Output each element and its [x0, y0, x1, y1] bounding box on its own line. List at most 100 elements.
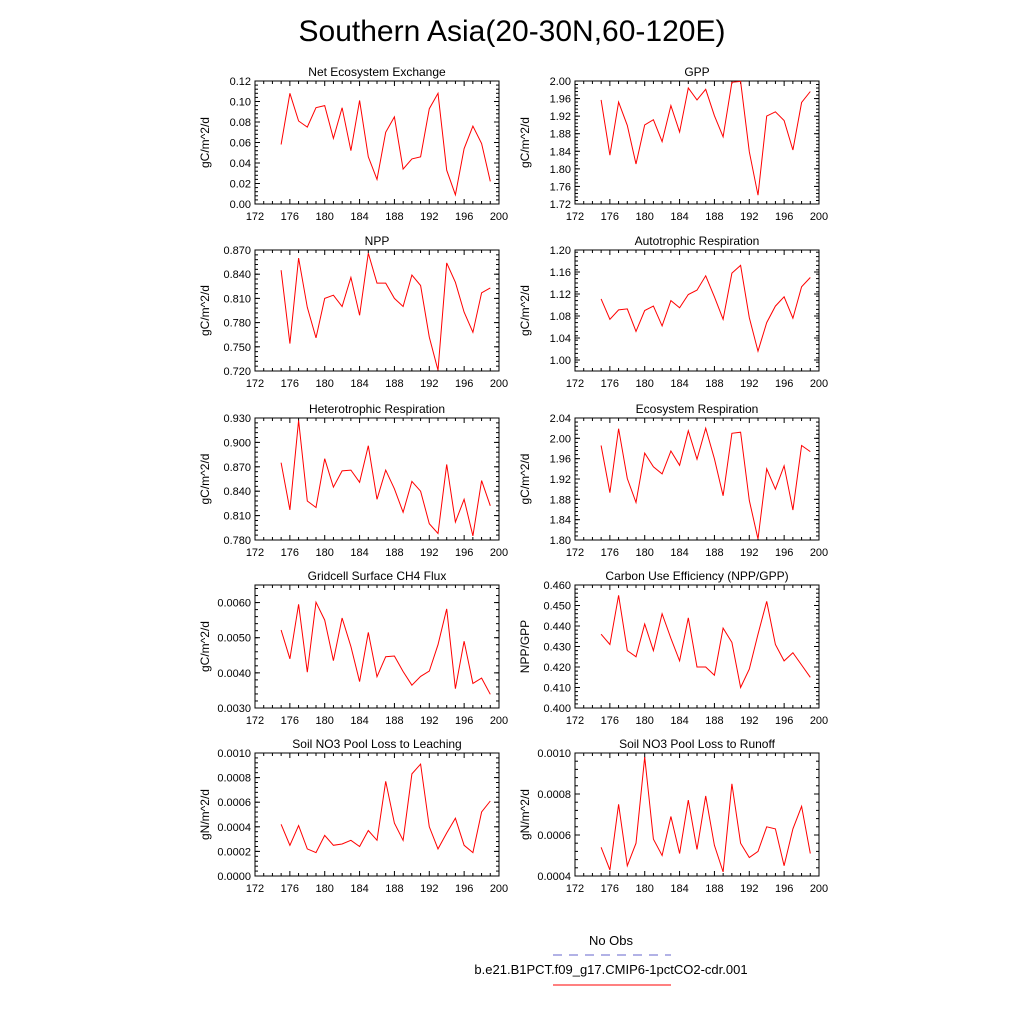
x-tick-label: 180	[316, 715, 334, 727]
x-tick-label: 196	[775, 547, 793, 559]
x-tick-label: 188	[705, 715, 723, 727]
y-tick-label: 1.12	[550, 289, 571, 301]
y-tick-label: 1.84	[550, 515, 571, 527]
chart-panel-9: Soil NO3 Pool Loss to Runoff 172 176 180 184…	[518, 737, 828, 895]
x-tick-label: 180	[636, 547, 654, 559]
y-tick-label: 0.0010	[537, 748, 571, 760]
x-tick-label: 196	[455, 715, 473, 727]
x-tick-label: 176	[601, 715, 619, 727]
y-tick-label: 0.0006	[537, 830, 571, 842]
x-tick-label: 192	[420, 715, 438, 727]
plot-frame	[574, 584, 820, 709]
legend-label-no-obs: No Obs	[589, 933, 634, 948]
legend-label-model-run: b.e21.B1PCT.f09_g17.CMIP6-1pctCO2-cdr.00…	[474, 962, 747, 977]
y-tick-label: 2.04	[550, 413, 571, 425]
y-tick-label: 1.16	[550, 267, 571, 279]
y-tick-label: 0.810	[223, 293, 251, 305]
y-axis-label: gC/m^2/d	[198, 621, 212, 672]
x-tick-label: 192	[740, 211, 758, 223]
y-tick-label: 0.02	[230, 179, 251, 191]
x-tick-label: 192	[420, 547, 438, 559]
y-tick-label: 0.0010	[217, 748, 251, 760]
series-line-0	[280, 91, 491, 197]
panel-title: Soil NO3 Pool Loss to Runoff	[619, 737, 776, 751]
x-tick-label: 184	[350, 378, 368, 390]
y-tick-label: 1.96	[550, 454, 571, 466]
x-tick-label: 188	[385, 211, 403, 223]
y-tick-label: 0.410	[543, 683, 571, 695]
x-tick-label: 180	[636, 378, 654, 390]
x-tick-label: 196	[775, 715, 793, 727]
y-tick-label: 0.0002	[217, 846, 251, 858]
y-tick-label: 2.00	[550, 433, 571, 445]
y-tick-label: 1.04	[550, 333, 571, 345]
x-tick-label: 188	[385, 378, 403, 390]
x-tick-label: 188	[705, 547, 723, 559]
x-tick-label: 188	[385, 547, 403, 559]
x-tick-label: 172	[246, 211, 264, 223]
x-tick-label: 200	[810, 547, 828, 559]
series-line-0	[600, 80, 811, 196]
y-tick-label: 1.84	[550, 146, 571, 158]
series-line-0	[280, 600, 491, 695]
y-tick-label: 0.0008	[217, 773, 251, 785]
panel-title: Net Ecosystem Exchange	[308, 65, 446, 79]
panel-title: Autotrophic Respiration	[635, 234, 760, 248]
x-tick-label: 172	[566, 883, 584, 895]
y-tick-label: 0.900	[223, 437, 251, 449]
y-axis-label: NPP/GPP	[518, 620, 532, 673]
y-tick-label: 0.780	[223, 535, 251, 547]
x-tick-label: 200	[490, 883, 508, 895]
x-tick-label: 192	[420, 883, 438, 895]
x-tick-label: 200	[490, 211, 508, 223]
y-tick-label: 0.440	[543, 621, 571, 633]
y-tick-label: 0.720	[223, 366, 251, 378]
x-tick-label: 172	[566, 378, 584, 390]
x-tick-label: 176	[601, 883, 619, 895]
x-tick-label: 200	[810, 378, 828, 390]
y-tick-label: 1.80	[550, 164, 571, 176]
plot-frame	[254, 249, 500, 372]
y-axis-label: gC/m^2/d	[518, 117, 532, 168]
y-tick-label: 0.430	[543, 642, 571, 654]
y-tick-label: 1.80	[550, 535, 571, 547]
x-tick-label: 172	[566, 715, 584, 727]
y-tick-label: 1.92	[550, 111, 571, 123]
x-tick-label: 176	[601, 547, 619, 559]
x-tick-label: 172	[246, 883, 264, 895]
x-tick-label: 200	[490, 547, 508, 559]
x-tick-label: 180	[316, 883, 334, 895]
x-tick-label: 196	[455, 883, 473, 895]
x-tick-label: 180	[316, 211, 334, 223]
x-tick-label: 184	[350, 211, 368, 223]
x-tick-label: 180	[636, 883, 654, 895]
y-tick-label: 0.840	[223, 269, 251, 281]
x-tick-label: 176	[281, 378, 299, 390]
chart-panel-1: GPP 172 176 180 184 188 192 196 200 1.72 1.76 1.80 1…	[518, 65, 828, 223]
y-tick-label: 0.0060	[217, 598, 251, 610]
y-tick-label: 0.04	[230, 158, 251, 170]
x-tick-label: 188	[705, 378, 723, 390]
y-tick-label: 1.20	[550, 245, 571, 257]
x-tick-label: 200	[810, 211, 828, 223]
y-axis-label: gC/m^2/d	[518, 285, 532, 336]
y-axis-label: gC/m^2/d	[198, 117, 212, 168]
x-tick-label: 184	[350, 883, 368, 895]
chart-panel-2: NPP 172 176 180 184 188 192 196 200 0.720 0.750 0.7…	[198, 234, 508, 390]
x-tick-label: 196	[775, 378, 793, 390]
y-tick-label: 1.88	[550, 129, 571, 141]
y-tick-label: 0.450	[543, 601, 571, 613]
chart-panel-5: Ecosystem Respiration 172 176 180 184 188 192 1…	[518, 402, 828, 559]
x-tick-label: 184	[670, 883, 688, 895]
y-tick-label: 0.0008	[537, 789, 571, 801]
series-line-0	[600, 595, 811, 690]
y-axis-label: gN/m^2/d	[518, 789, 532, 840]
y-tick-label: 1.72	[550, 199, 571, 211]
x-tick-label: 184	[670, 211, 688, 223]
x-tick-label: 192	[740, 378, 758, 390]
x-tick-label: 180	[316, 378, 334, 390]
x-tick-label: 172	[246, 715, 264, 727]
series-line-0	[280, 253, 491, 371]
chart-panel-7: Carbon Use Efficiency (NPP/GPP) 172 176 180…	[518, 569, 828, 727]
